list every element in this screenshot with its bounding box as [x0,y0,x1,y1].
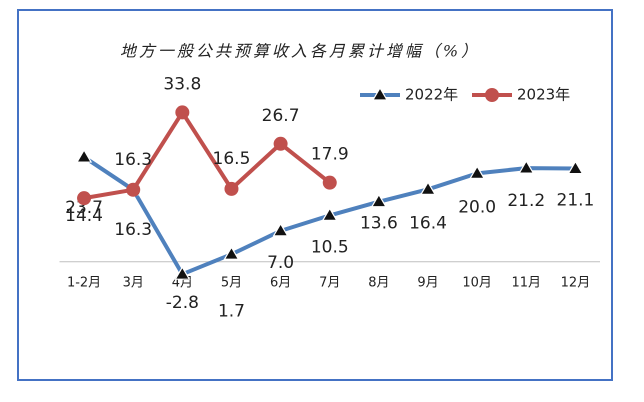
legend-marker [485,88,499,102]
x-tick-label: 10月 [462,276,492,291]
marker [77,191,92,206]
legend-label: 2023年 [517,86,570,104]
data-label: 1.7 [218,301,245,321]
marker [273,136,288,151]
x-tick-label: 9月 [417,276,438,291]
data-label: 21.2 [507,191,545,211]
legend-label: 2022年 [405,86,458,104]
data-label: 16.3 [114,150,152,170]
data-label: -2.8 [166,293,199,313]
marker [321,207,338,221]
marker [175,105,190,120]
data-label: 26.7 [262,106,300,126]
marker [126,182,141,197]
data-label: 10.5 [311,237,349,257]
marker [76,148,93,163]
x-tick-label: 3月 [123,276,144,291]
data-label: 17.9 [311,145,349,165]
marker [174,265,191,280]
series-line [83,110,331,201]
marker [224,181,239,196]
marker [322,175,337,190]
data-label: 14.4 [65,206,103,226]
x-tick-label: 6月 [270,276,291,291]
data-label: 16.5 [213,149,251,169]
x-tick-label: 1-2月 [67,276,101,291]
data-label: 20.0 [458,197,496,217]
data-label: 7.0 [267,253,294,273]
marker [370,193,387,208]
frame [17,9,613,381]
data-label: 16.4 [409,213,447,233]
data-label: 23.7 [65,198,103,218]
marker [419,181,437,195]
data-label: 21.1 [557,191,595,211]
x-tick-label: 11月 [512,276,542,291]
x-tick-label: 7月 [319,276,340,291]
legend-marker [371,86,389,101]
chart-title: 地方一般公共预算收入各月累计增幅（%） [120,42,480,61]
data-label: 33.8 [163,74,201,94]
marker [567,160,584,175]
x-tick-label: 12月 [561,276,591,291]
marker [223,246,240,260]
marker [272,222,289,237]
data-label: 16.3 [114,220,152,240]
x-tick-label: 5月 [221,276,242,291]
marker [518,159,535,174]
data-label: 13.6 [360,214,398,234]
marker [469,165,486,179]
x-tick-label: 8月 [368,276,389,291]
